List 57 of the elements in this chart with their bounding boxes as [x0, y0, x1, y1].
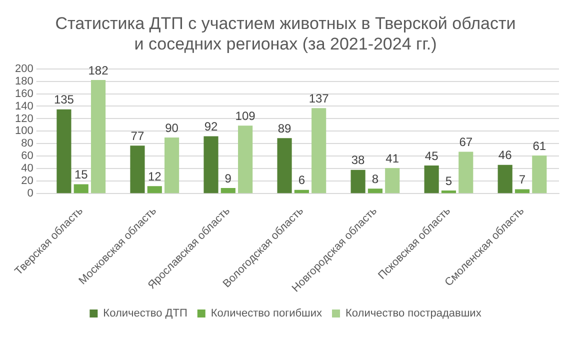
data-label: 46 — [498, 148, 512, 162]
data-label: 5 — [445, 174, 452, 188]
bar — [56, 109, 72, 194]
bar — [147, 186, 162, 194]
data-label: 77 — [130, 128, 144, 143]
data-label: 137 — [308, 91, 330, 106]
bar — [532, 156, 547, 194]
y-tick-label: 140 — [14, 100, 34, 112]
data-label: 89 — [278, 121, 292, 136]
y-tick-label: 100 — [14, 125, 34, 138]
y-tick-label: 20 — [21, 175, 34, 188]
bar — [368, 188, 382, 194]
bar — [277, 138, 292, 194]
y-tick-label: 60 — [21, 150, 34, 162]
y-tick-label: 120 — [14, 112, 34, 125]
data-label: 67 — [459, 135, 473, 150]
data-label: 9 — [224, 171, 232, 186]
bar — [441, 190, 456, 194]
chart-title: Статистика ДТП с участием животных в Тверской области и соседних регионах (за 2021-2024 гг.) — [55, 14, 516, 54]
y-tick-label: 0 — [27, 188, 34, 200]
data-label: 8 — [372, 172, 379, 186]
data-label: 182 — [88, 63, 109, 78]
y-tick-label: 80 — [21, 138, 34, 150]
data-label: 45 — [424, 148, 439, 163]
bar — [498, 164, 512, 194]
bar — [238, 126, 253, 194]
bar — [164, 137, 180, 194]
data-label: 109 — [235, 108, 256, 123]
data-label: 92 — [204, 120, 218, 134]
bar — [350, 170, 366, 194]
legend-label: Количество погибших — [210, 308, 323, 320]
data-label: 15 — [74, 168, 88, 182]
data-label: 38 — [351, 153, 366, 168]
y-tick-label: 40 — [21, 162, 34, 175]
data-label: 90 — [165, 120, 179, 135]
bar — [424, 166, 439, 194]
legend-label: Количество ДТП — [103, 308, 188, 320]
y-tick-label: 200 — [14, 62, 34, 75]
bar — [90, 80, 106, 194]
y-tick-label: 160 — [14, 88, 34, 100]
y-tick-label: 180 — [14, 75, 34, 88]
bar — [204, 136, 218, 194]
data-label: 12 — [148, 169, 162, 184]
data-label: 7 — [518, 172, 526, 187]
data-label: 6 — [298, 173, 306, 188]
bar — [312, 108, 326, 194]
bar — [130, 146, 145, 194]
bar — [220, 188, 236, 194]
bar — [74, 184, 88, 194]
legend-label: Количество пострадавших — [346, 308, 482, 320]
data-label: 41 — [386, 151, 400, 166]
bar — [514, 189, 530, 194]
data-label: 135 — [54, 92, 74, 107]
bar — [458, 152, 474, 194]
bar — [294, 190, 309, 194]
data-label: 61 — [532, 138, 546, 153]
bar — [385, 168, 400, 194]
